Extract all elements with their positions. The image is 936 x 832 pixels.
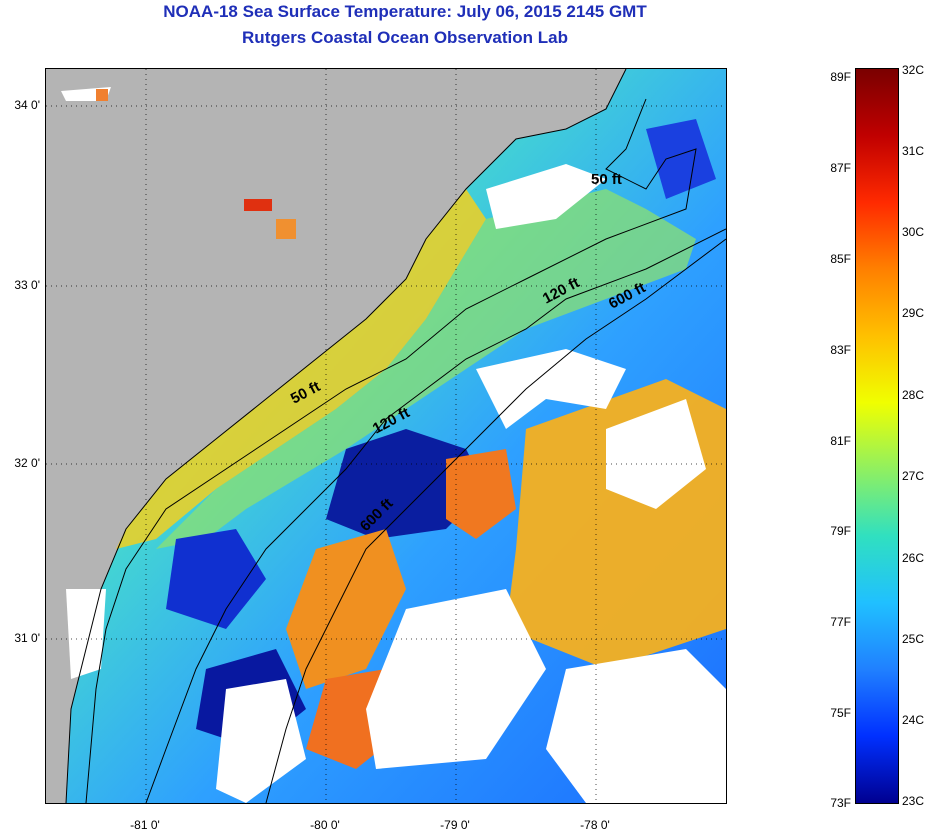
sst-map-canvas: 50 ft 120 ft 600 ft 50 ft 120 ft 600 ft <box>46 69 726 803</box>
cold-patch <box>166 529 266 629</box>
isobath-120ft <box>145 228 726 803</box>
shelf-green <box>156 189 696 549</box>
map-title: NOAA-18 Sea Surface Temperature: July 06… <box>163 2 647 21</box>
coastline <box>65 69 627 803</box>
sst-map[interactable]: 50 ft 120 ft 600 ft 50 ft 120 ft 600 ft <box>45 68 727 804</box>
nearshore-warm-band <box>116 189 486 549</box>
lat-label: 32 0' <box>14 456 40 470</box>
celsius-tick: 29C <box>902 306 925 320</box>
lat-label: 31 0' <box>14 631 40 645</box>
fahrenheit-tick: 87F <box>830 161 851 175</box>
celsius-tick: 30C <box>902 225 925 239</box>
fahrenheit-tick: 75F <box>830 706 851 720</box>
lat-label: 33 0' <box>14 278 40 292</box>
fahrenheit-tick: 77F <box>830 615 851 629</box>
cloud-mask <box>486 164 606 229</box>
cloud-mask <box>546 649 726 803</box>
contour-label: 50 ft <box>591 171 622 188</box>
celsius-tick: 31C <box>902 144 925 158</box>
isobath-600ft <box>265 238 726 803</box>
cloud-mask <box>66 589 106 679</box>
fahrenheit-tick: 81F <box>830 434 851 448</box>
fahrenheit-tick: 89F <box>830 70 851 84</box>
lon-label: -81 0' <box>130 818 160 832</box>
gulf-stream-warm <box>446 449 516 539</box>
lon-label: -80 0' <box>310 818 340 832</box>
cloud-mask <box>476 349 626 429</box>
celsius-tick: 27C <box>902 469 925 483</box>
inland-lake-warm <box>276 219 296 239</box>
fahrenheit-tick: 79F <box>830 524 851 538</box>
celsius-tick: 23C <box>902 794 925 808</box>
celsius-tick: 32C <box>902 63 925 77</box>
inland-lake-warm <box>244 199 272 211</box>
celsius-tick: 28C <box>902 388 925 402</box>
map-subtitle: Rutgers Coastal Ocean Observation Lab <box>242 28 568 47</box>
fahrenheit-tick: 83F <box>830 343 851 357</box>
celsius-tick: 26C <box>902 551 925 565</box>
fahrenheit-tick: 73F <box>830 796 851 810</box>
graticule <box>46 69 726 803</box>
celsius-tick: 25C <box>902 632 925 646</box>
lon-label: -79 0' <box>440 818 470 832</box>
lat-label: 34 0' <box>14 98 40 112</box>
isobath-50ft <box>85 98 697 803</box>
temperature-colorbar <box>855 68 899 804</box>
celsius-tick: 24C <box>902 713 925 727</box>
cloud-mask <box>216 679 306 803</box>
cold-patch <box>646 119 716 199</box>
inland-lake-warm <box>96 89 108 101</box>
cloud-mask <box>606 399 706 509</box>
lon-label: -78 0' <box>580 818 610 832</box>
fahrenheit-tick: 85F <box>830 252 851 266</box>
